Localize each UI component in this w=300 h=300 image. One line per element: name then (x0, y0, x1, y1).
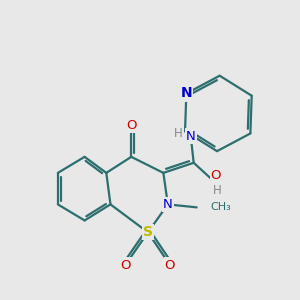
Text: O: O (165, 259, 175, 272)
Text: CH₃: CH₃ (210, 202, 231, 212)
Text: O: O (211, 169, 221, 182)
Text: N: N (186, 130, 196, 142)
Text: O: O (126, 119, 136, 132)
Text: N: N (163, 198, 173, 211)
Text: H: H (213, 184, 222, 196)
Text: O: O (120, 259, 130, 272)
Text: H: H (174, 127, 183, 140)
Text: S: S (143, 225, 153, 239)
Text: N: N (181, 86, 192, 100)
